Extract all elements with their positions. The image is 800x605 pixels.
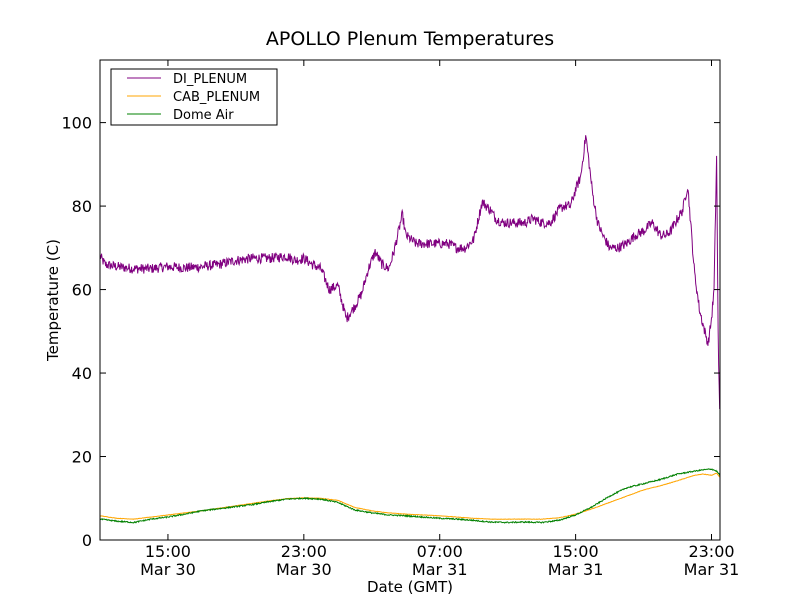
series-group — [100, 135, 720, 524]
x-tick-label-time: 15:00 — [145, 542, 191, 561]
legend: DI_PLENUM CAB_PLENUM Dome Air — [110, 68, 278, 126]
legend-label-di-plenum: DI_PLENUM — [173, 72, 247, 87]
y-tick-label: 80 — [72, 197, 92, 216]
y-axis: 0 20 40 60 80 100 — [61, 114, 720, 550]
legend-label-cab-plenum: CAB_PLENUM — [173, 90, 260, 105]
chart-title: APOLLO Plenum Temperatures — [266, 28, 554, 50]
legend-entries: DI_PLENUM CAB_PLENUM Dome Air — [127, 72, 260, 123]
y-tick-label: 60 — [72, 281, 92, 300]
x-tick-label-date: Mar 31 — [412, 560, 468, 579]
series-line-di-plenum — [100, 135, 720, 410]
series-line-dome-air — [100, 468, 720, 524]
y-tick-label: 20 — [72, 448, 92, 467]
x-tick-label-date: Mar 30 — [140, 560, 196, 579]
y-tick-label: 40 — [72, 364, 92, 383]
y-tick-label: 100 — [61, 114, 92, 133]
x-tick-label-time: 23:00 — [281, 542, 327, 561]
y-axis-label: Temperature (C) — [44, 239, 62, 362]
plot-frame — [99, 59, 721, 541]
y-tick-label: 0 — [82, 531, 92, 550]
legend-label-dome-air: Dome Air — [173, 108, 234, 123]
x-tick-label-time: 15:00 — [553, 542, 599, 561]
x-tick-label-date: Mar 31 — [684, 560, 740, 579]
x-tick-label-time: 23:00 — [688, 542, 734, 561]
plot-area — [99, 59, 721, 541]
x-axis-label: Date (GMT) — [367, 578, 453, 596]
x-tick-label-date: Mar 31 — [548, 560, 604, 579]
x-tick-label-time: 07:00 — [417, 542, 463, 561]
x-tick-label-date: Mar 30 — [276, 560, 332, 579]
